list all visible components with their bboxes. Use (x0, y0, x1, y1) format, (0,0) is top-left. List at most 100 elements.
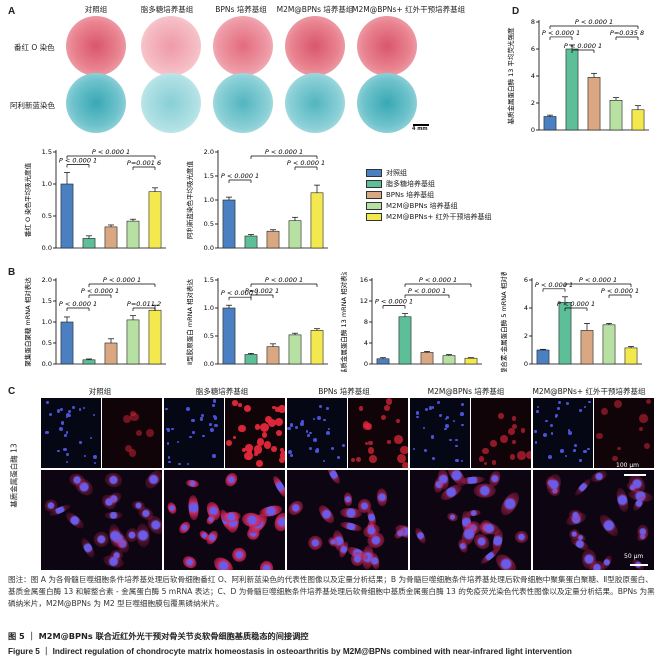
bar (565, 48, 579, 131)
p-value-label: P < 0.000 1 (221, 172, 259, 180)
mmp13-signal-dot (364, 442, 368, 446)
p-value-label: P < 0.000 1 (81, 287, 119, 295)
nucleus-dot (59, 408, 63, 412)
nucleus-dot (45, 430, 49, 435)
p-value-label: P < 0.000 1 (542, 29, 580, 37)
fluorescence-image-grid (41, 398, 655, 570)
mmp13-signal-dot (276, 430, 282, 437)
y-tick-label: 0.0 (204, 360, 214, 368)
figure-title-cn: 图 5 ｜ M2M@BPNs 联合近红外光干预对骨关节炎软骨细胞基质稳态的间接调… (8, 631, 309, 641)
panel-c-col-bpns: BPNs 培养基组 (318, 387, 370, 396)
nucleus-dot (436, 400, 441, 405)
nucleus-dot (79, 440, 82, 444)
nucleus-dot (536, 410, 539, 413)
panel-c-col-m2m: M2M@BPNs 培养基组 (427, 387, 505, 396)
chart-b3-mmp13: 基质金属蛋白酶 13 mRNA 相对表达 0 4 8 12 16 P < 0.000 1 P … (339, 272, 482, 372)
cell-shape (596, 512, 621, 540)
mmp13-signal-dot (145, 428, 154, 438)
nucleus-dot (308, 446, 313, 451)
nucleus-dot (83, 454, 87, 458)
nucleus-dot (214, 423, 218, 428)
nucleus-dot (65, 431, 69, 434)
nucleus-dot (309, 431, 312, 435)
scale-bar-top-line (624, 474, 646, 476)
y-tick-label: 4 (524, 304, 528, 312)
mmp13-signal-dot (232, 400, 238, 406)
mmp13-signal-dot (128, 449, 136, 457)
mmp13-signal-dot (612, 456, 618, 462)
y-tick-label: 6 (531, 45, 535, 53)
chart-b2-col2: Ⅱ型胶原蛋白 mRNA 相对表达 0.00.51.01.5P < 0.000 1P… (185, 276, 328, 368)
mmp13-signal-dot (639, 427, 644, 432)
nucleus-dot (322, 460, 325, 463)
mmp13-signal-dot (511, 439, 516, 444)
bar (104, 226, 118, 249)
panel-label-d: D (512, 6, 520, 17)
legend-item-nir: M2M@BPNs+ 红外干预培养基组 (366, 212, 492, 223)
nucleus-dot (167, 456, 171, 459)
y-tick-label: 1.5 (42, 297, 52, 305)
p-value-label: P < 0.000 1 (265, 276, 303, 284)
y-axis-label: 基质金属蛋白酶 13 平均荧光强度 (506, 27, 515, 124)
mmp13-signal-dot (124, 444, 132, 452)
nucleus-dot (92, 454, 97, 459)
y-tick-label: 0.5 (204, 332, 214, 340)
mmp13-signal-dot (490, 440, 498, 448)
dapi-channel-image (41, 398, 101, 468)
mmp13-signal-dot (267, 418, 276, 427)
y-tick-label: 2.0 (42, 276, 52, 284)
nucleus-dot (176, 440, 180, 443)
nucleus-dot (90, 436, 93, 440)
nucleus-dot (68, 409, 72, 413)
cell-shape (105, 511, 123, 520)
nucleus-dot (557, 407, 560, 410)
y-tick-label: 12 (360, 297, 368, 305)
legend-swatch (366, 180, 382, 188)
bar (310, 330, 324, 365)
nucleus-dot (449, 438, 452, 442)
nucleus-dot (534, 430, 537, 433)
nucleus-dot (534, 441, 538, 444)
cell-shape (287, 498, 306, 518)
nucleus-dot (341, 443, 345, 447)
bar (244, 235, 258, 249)
mmp13-signal-dot (274, 417, 283, 426)
nucleus-dot (431, 456, 436, 460)
mmp13-channel-image (471, 398, 531, 468)
nucleus-dot (290, 424, 293, 427)
mmp13-signal-dot (275, 407, 280, 412)
y-tick-label: 1.0 (42, 318, 52, 326)
cell-shape (180, 554, 199, 570)
panel-c-col-nir: M2M@BPNs+ 红外干预培养基组 (532, 387, 646, 396)
cell-shape (305, 532, 326, 554)
nucleus-dot (454, 458, 459, 463)
mmp13-signal-dot (381, 414, 387, 420)
nucleus-dot (455, 438, 458, 441)
nucleus-dot (588, 400, 592, 404)
y-tick-label: 1.5 (204, 172, 214, 180)
y-tick-label: 4 (531, 72, 535, 80)
nucleus-dot (67, 413, 72, 418)
nucleus-dot (444, 428, 447, 431)
legend-item-bpns: BPNs 培养基组 (366, 190, 492, 201)
y-tick-label: 2 (531, 99, 535, 107)
nucleus-dot (460, 459, 464, 463)
scale-bar-top-label: 100 μm (616, 462, 640, 469)
nucleus-dot (301, 419, 304, 423)
p-value-label: P=0.002 1 (245, 287, 279, 295)
p-value-label: P < 0.000 1 (419, 276, 457, 284)
legend-swatch (366, 191, 382, 199)
bar (464, 357, 478, 365)
mmp13-signal-dot (278, 456, 285, 463)
y-tick-label: 1.0 (204, 304, 214, 312)
nucleus-dot (330, 446, 334, 450)
nucleus-dot (336, 456, 340, 459)
panel-a-scale-label: 4 mm (412, 126, 428, 132)
y-tick-label: 0.5 (42, 339, 52, 347)
nucleus-dot (445, 417, 448, 421)
panel-a-row-alcian: 阿利新蓝染色 (10, 101, 55, 110)
y-tick-label: 0.0 (42, 360, 52, 368)
nucleus-dot (65, 461, 69, 464)
mmp13-signal-dot (355, 457, 361, 463)
mmp13-signal-dot (358, 406, 364, 411)
